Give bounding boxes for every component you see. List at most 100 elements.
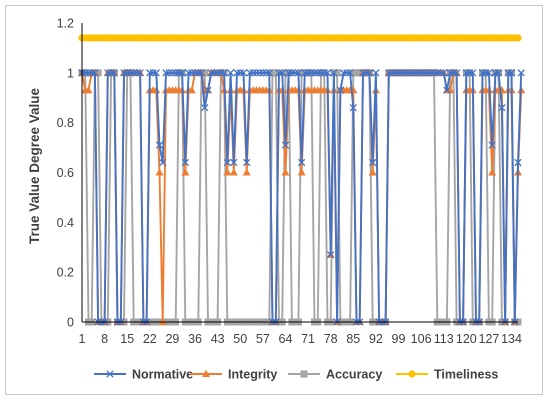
legend-item-accuracy: Accuracy: [288, 368, 382, 382]
x-tick-label: 106: [411, 332, 432, 346]
normative-marker: [294, 69, 303, 77]
accuracy-marker: [94, 69, 102, 77]
normative-marker: [133, 69, 141, 77]
integrity-marker: [223, 168, 232, 176]
normative-marker: [346, 69, 354, 77]
normative-marker: [165, 69, 173, 77]
normative-marker: [191, 69, 199, 77]
normative-marker: [152, 69, 160, 77]
normative-marker: [449, 69, 458, 77]
normative-marker: [178, 69, 186, 77]
normative-marker: [349, 104, 357, 112]
normative-marker: [443, 86, 451, 94]
normative-marker: [491, 69, 500, 77]
normative-marker: [130, 69, 138, 77]
normative-marker: [291, 69, 299, 77]
normative-marker: [514, 158, 522, 167]
normative-marker: [288, 69, 296, 77]
normative-marker: [255, 69, 264, 77]
x-tick-label: 43: [211, 332, 225, 346]
normative-marker: [488, 141, 496, 149]
accuracy-marker: [333, 69, 341, 77]
normative-marker: [207, 69, 215, 77]
normative-marker: [120, 69, 128, 77]
normative-marker: [314, 69, 322, 77]
normative-marker: [285, 69, 293, 77]
normative-marker: [414, 69, 422, 77]
plot-series: [78, 34, 526, 326]
normative-marker: [430, 69, 438, 77]
x-tick-label: 64: [279, 332, 293, 346]
legend-item-normative: Normative: [94, 368, 193, 382]
legend-label: Timeliness: [434, 368, 498, 382]
integrity-marker: [242, 168, 251, 176]
normative-marker: [362, 69, 370, 77]
x-tick-label: 127: [479, 332, 500, 346]
normative-marker: [417, 69, 425, 77]
normative-marker: [197, 69, 206, 77]
normative-marker: [175, 69, 183, 77]
y-tick-label: 1.2: [57, 17, 74, 31]
accuracy-marker: [300, 370, 308, 378]
x-tick-label: 113: [434, 332, 454, 346]
normative-marker: [149, 69, 157, 77]
normative-marker: [226, 69, 235, 77]
normative-marker: [301, 69, 309, 77]
normative-marker: [223, 158, 231, 167]
normative-marker: [310, 69, 319, 77]
normative-marker: [440, 69, 448, 77]
normative-marker: [420, 69, 429, 77]
integrity-marker: [187, 86, 196, 94]
chart-legend: Normative Integrity Accuracy Timeliness: [94, 368, 498, 382]
x-tick-label: 78: [324, 332, 338, 346]
normative-marker: [385, 69, 393, 77]
integrity-marker: [281, 168, 290, 176]
normative-marker: [236, 69, 244, 77]
normative-marker: [91, 69, 99, 77]
x-tick-label: 57: [256, 332, 270, 346]
normative-marker: [365, 69, 374, 77]
integrity-marker: [368, 168, 377, 176]
normative-marker: [146, 69, 154, 77]
normative-marker: [423, 69, 432, 77]
normative-marker: [446, 69, 454, 77]
normative-marker: [230, 158, 238, 167]
normative-marker: [123, 69, 131, 77]
integrity-marker: [158, 317, 167, 325]
x-tick-label: 92: [369, 332, 383, 346]
normative-marker: [239, 69, 248, 77]
normative-marker: [106, 370, 114, 378]
normative-marker: [433, 69, 441, 77]
y-tick-label: 0.6: [57, 166, 74, 180]
y-axis-label: True Value Degree Value: [27, 87, 42, 244]
normative-marker: [485, 69, 493, 77]
normative-marker: [327, 251, 335, 259]
integrity-marker: [202, 369, 210, 377]
integrity-marker: [488, 168, 497, 176]
normative-marker: [398, 69, 406, 77]
x-tick-label: 29: [165, 332, 179, 346]
normative-marker: [336, 86, 345, 94]
normative-marker: [184, 69, 193, 77]
normative-marker: [136, 69, 144, 77]
normative-marker: [517, 69, 525, 77]
x-tick-label: 120: [456, 332, 477, 346]
legend-label: Integrity: [228, 368, 277, 382]
normative-marker: [297, 158, 306, 167]
normative-marker: [88, 69, 96, 77]
integrity-marker: [181, 168, 190, 176]
integrity-marker: [84, 86, 93, 94]
accuracy-marker: [272, 69, 280, 77]
normative-marker: [504, 69, 512, 77]
normative-marker: [204, 86, 212, 94]
x-tick-label: 134: [501, 332, 522, 346]
series-timeliness: [78, 34, 522, 42]
normative-marker: [339, 69, 348, 77]
series-normative: [78, 69, 525, 326]
normative-marker: [213, 69, 222, 77]
normative-marker: [427, 69, 435, 77]
y-tick-label: 1: [67, 66, 74, 80]
timeliness-marker: [514, 34, 522, 42]
normative-marker: [159, 158, 167, 167]
x-tick-label: 15: [120, 332, 134, 346]
